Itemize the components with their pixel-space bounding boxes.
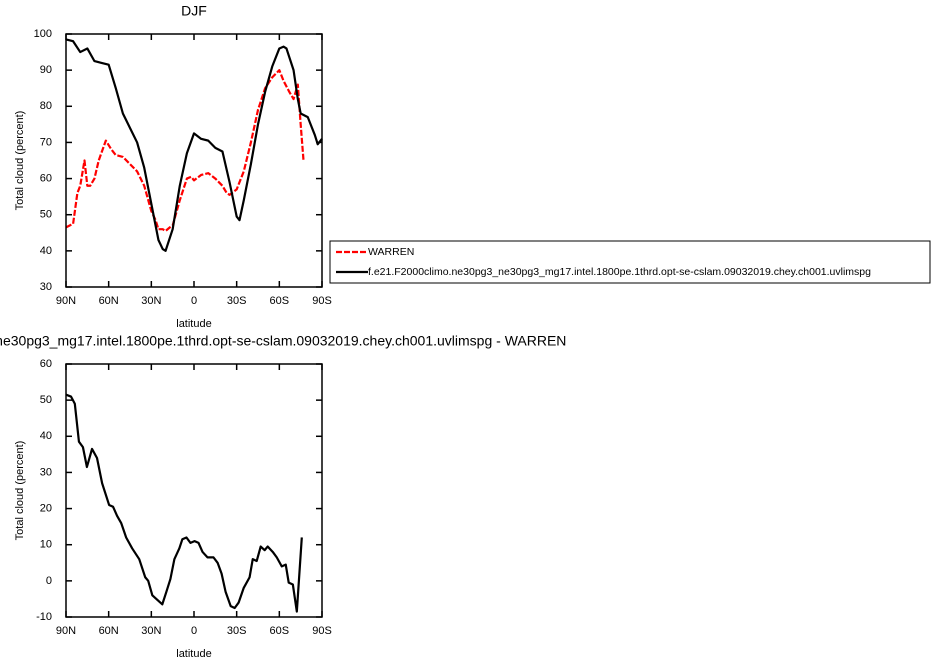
- y-axis-label: Total cloud (percent): [14, 111, 26, 211]
- y-tick-label: 0: [46, 575, 52, 587]
- y-tick-label: 20: [40, 502, 52, 514]
- plot-frame: [65, 33, 323, 288]
- y-tick-label: 10: [40, 539, 52, 551]
- y-tick-label: 30: [40, 281, 52, 293]
- y-tick-label: 40: [40, 430, 52, 442]
- x-tick-label: 90S: [312, 295, 332, 307]
- data-line: [65, 38, 323, 252]
- x-tick-label: 30N: [141, 625, 161, 637]
- plot-frame: [65, 363, 323, 618]
- legend-label: f.e21.F2000climo.ne30pg3_ne30pg3_mg17.in…: [368, 266, 871, 278]
- y-tick-label: 40: [40, 245, 52, 257]
- legend-label: WARREN: [368, 246, 414, 258]
- x-tick-label: 30S: [227, 625, 247, 637]
- x-tick-label: 30N: [141, 295, 161, 307]
- y-tick-label: 90: [40, 64, 52, 76]
- x-tick-label: 30S: [227, 295, 247, 307]
- x-tick-label: 90N: [56, 625, 76, 637]
- y-tick-label: 50: [40, 394, 52, 406]
- x-tick-label: 0: [191, 295, 197, 307]
- y-tick-label: 80: [40, 100, 52, 112]
- y-tick-label: 60: [40, 358, 52, 370]
- y-tick-label: 70: [40, 136, 52, 148]
- data-line: [65, 69, 305, 233]
- x-axis-label: latitude: [176, 648, 211, 660]
- x-tick-label: 60S: [270, 295, 290, 307]
- x-tick-label: 60S: [270, 625, 290, 637]
- chart-title: f.e21.F2000climo.ne30pg3_ne30pg3_mg17.in…: [0, 333, 566, 349]
- legend-box: [329, 240, 931, 284]
- y-axis-label: Total cloud (percent): [14, 441, 26, 541]
- x-tick-label: 0: [191, 625, 197, 637]
- y-tick-label: 30: [40, 466, 52, 478]
- y-tick-label: 60: [40, 172, 52, 184]
- data-line: [65, 393, 303, 613]
- x-tick-label: 60N: [99, 625, 119, 637]
- x-axis-label: latitude: [176, 318, 211, 330]
- x-tick-label: 60N: [99, 295, 119, 307]
- y-tick-label: 50: [40, 209, 52, 221]
- y-tick-label: 100: [34, 28, 52, 40]
- x-tick-label: 90N: [56, 295, 76, 307]
- y-tick-label: -10: [36, 611, 52, 623]
- x-tick-label: 90S: [312, 625, 332, 637]
- chart-title: DJF: [181, 3, 207, 19]
